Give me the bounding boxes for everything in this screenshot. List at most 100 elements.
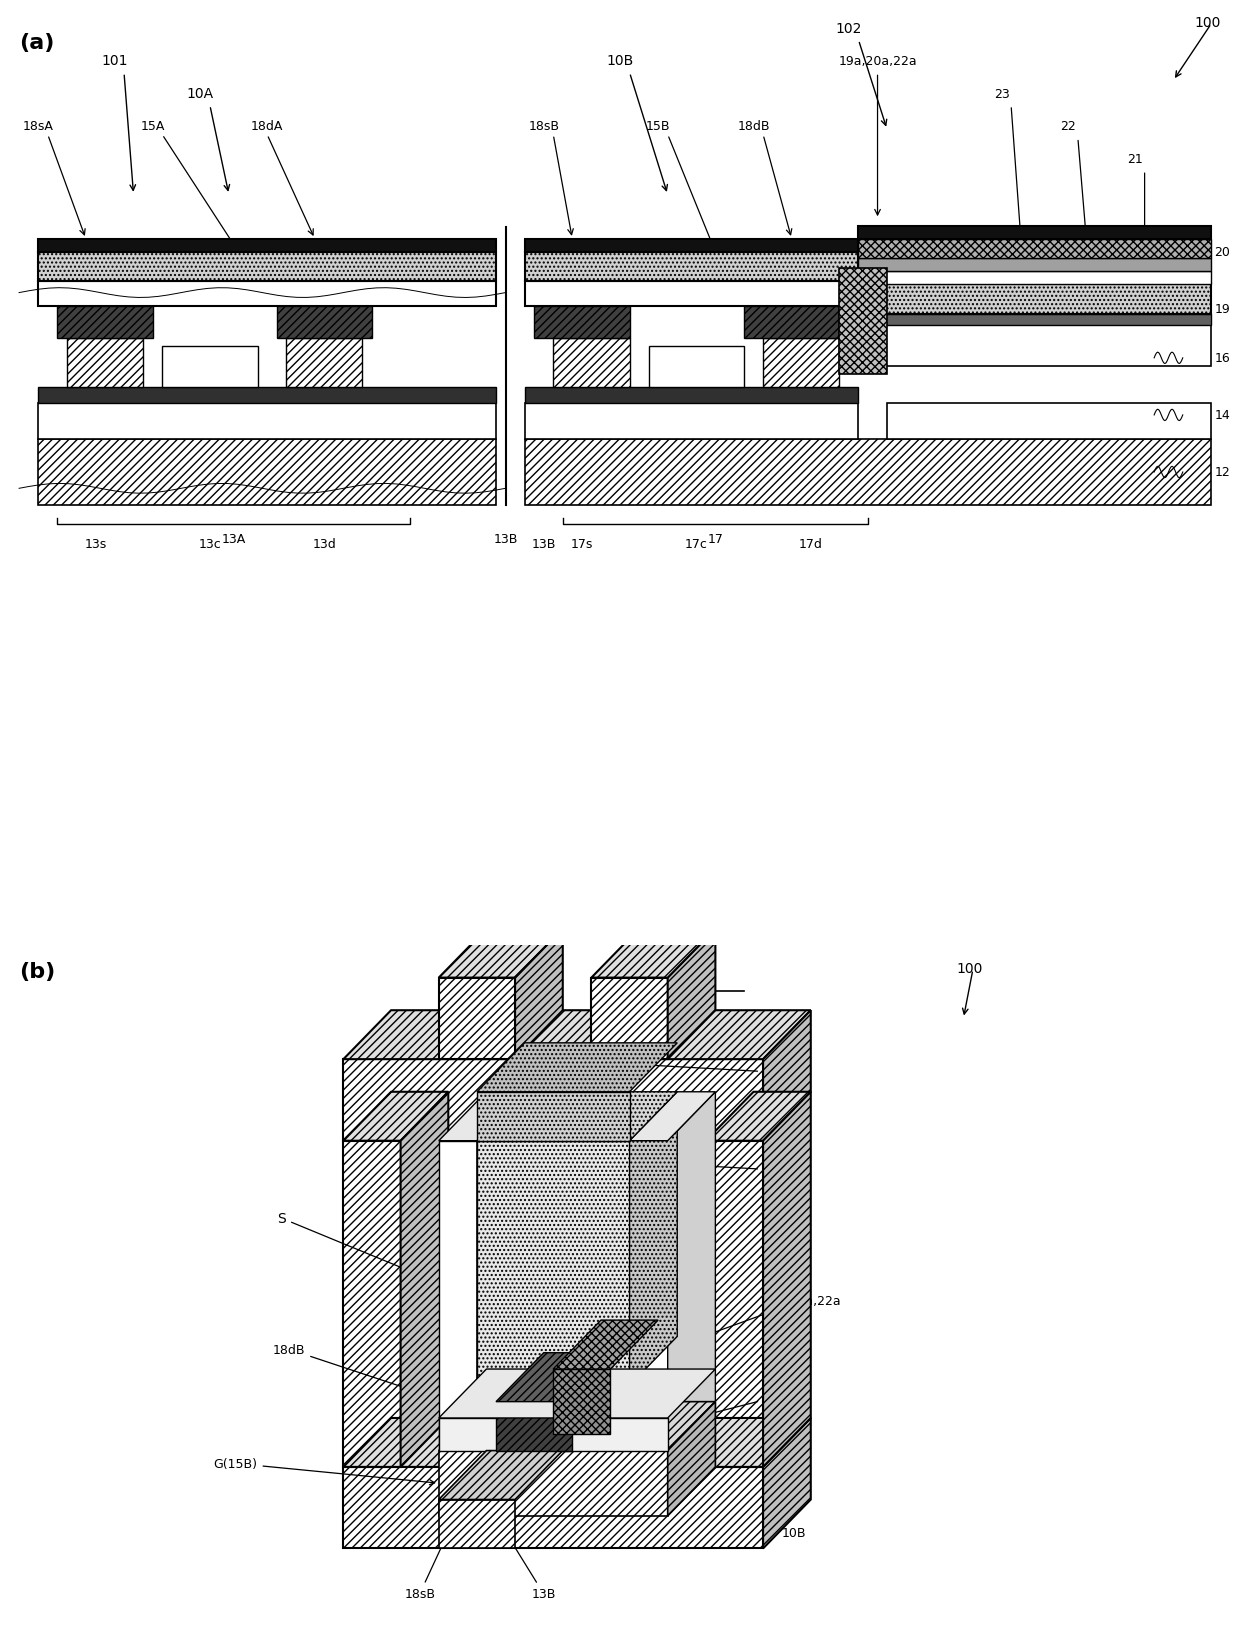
Polygon shape — [343, 1092, 449, 1141]
Text: 16: 16 — [1215, 352, 1230, 365]
Bar — [534, 306, 630, 339]
Text: 21: 21 — [1127, 153, 1143, 166]
Polygon shape — [591, 978, 667, 1060]
Polygon shape — [763, 1418, 811, 1548]
Polygon shape — [667, 1402, 715, 1516]
Polygon shape — [630, 1092, 677, 1386]
Bar — [277, 306, 372, 339]
Text: S: S — [278, 1211, 407, 1270]
Text: (a): (a) — [19, 33, 55, 52]
Text: 23s: 23s — [548, 1156, 785, 1177]
Bar — [57, 306, 153, 339]
Polygon shape — [477, 1141, 630, 1386]
Polygon shape — [515, 929, 563, 1060]
Polygon shape — [496, 1402, 573, 1451]
Text: 17: 17 — [708, 533, 723, 546]
Polygon shape — [591, 929, 715, 978]
Polygon shape — [477, 1043, 677, 1092]
Polygon shape — [630, 1141, 667, 1467]
Bar — [38, 253, 496, 282]
Text: 18sA: 18sA — [22, 121, 53, 134]
Text: 10B: 10B — [782, 1526, 807, 1539]
Text: 12: 12 — [1215, 466, 1230, 479]
Bar — [839, 269, 887, 375]
Bar — [763, 339, 839, 388]
Polygon shape — [630, 1092, 715, 1141]
Bar — [858, 227, 1211, 240]
Polygon shape — [477, 1092, 525, 1467]
Polygon shape — [439, 1141, 477, 1467]
Bar — [858, 315, 1211, 367]
Bar — [553, 339, 630, 388]
Text: 100: 100 — [1194, 16, 1221, 31]
Bar — [858, 315, 1211, 326]
Bar — [525, 440, 1211, 505]
Bar — [858, 240, 1211, 259]
Text: 14: 14 — [1215, 409, 1230, 422]
Bar — [887, 404, 1211, 440]
Bar — [744, 306, 839, 339]
Polygon shape — [343, 1467, 763, 1548]
Polygon shape — [439, 978, 515, 1060]
Bar — [858, 272, 1211, 285]
Text: 10B: 10B — [606, 54, 634, 68]
Polygon shape — [439, 1418, 667, 1451]
Text: 18dB: 18dB — [273, 1343, 492, 1418]
Polygon shape — [439, 1500, 515, 1548]
Text: 17c: 17c — [684, 538, 708, 551]
Text: 13B: 13B — [532, 538, 556, 551]
Text: 13B: 13B — [507, 1535, 556, 1601]
Polygon shape — [496, 1353, 620, 1402]
Text: 23: 23 — [548, 1058, 779, 1079]
Polygon shape — [439, 1092, 525, 1141]
Polygon shape — [401, 1092, 449, 1467]
Text: 20: 20 — [1215, 246, 1230, 259]
Bar — [858, 259, 1211, 272]
Text: 19a,20a,22a: 19a,20a,22a — [838, 55, 916, 68]
Text: 13d: 13d — [312, 538, 336, 551]
Text: (b): (b) — [19, 962, 56, 981]
Bar — [525, 404, 858, 440]
Polygon shape — [477, 1092, 677, 1141]
Bar — [525, 388, 858, 404]
Polygon shape — [439, 1451, 563, 1500]
Text: 17s: 17s — [570, 538, 593, 551]
Bar — [38, 404, 496, 440]
Bar — [858, 285, 1211, 315]
Bar — [38, 240, 496, 253]
Polygon shape — [343, 1060, 763, 1141]
Polygon shape — [667, 1092, 715, 1467]
Text: 15A: 15A — [140, 121, 165, 134]
Text: 19: 19 — [1215, 303, 1230, 316]
Bar — [525, 253, 858, 282]
Text: 22: 22 — [1060, 121, 1076, 134]
Text: 10A: 10A — [187, 86, 213, 101]
Bar — [286, 339, 362, 388]
Text: 17d: 17d — [799, 538, 822, 551]
Text: 19a,20a,22a: 19a,20a,22a — [662, 1294, 842, 1353]
Text: 102: 102 — [667, 970, 694, 985]
Text: 15B: 15B — [646, 121, 671, 134]
Text: 18dB: 18dB — [738, 121, 770, 134]
Bar — [38, 282, 496, 306]
Polygon shape — [553, 1369, 610, 1434]
Polygon shape — [763, 1011, 811, 1141]
Text: G(15B): G(15B) — [213, 1457, 434, 1485]
Polygon shape — [477, 1092, 630, 1141]
Polygon shape — [439, 1369, 715, 1418]
Text: 23: 23 — [993, 88, 1009, 101]
Text: 13A: 13A — [222, 533, 246, 546]
Text: 13s: 13s — [84, 538, 107, 551]
Polygon shape — [439, 1451, 667, 1516]
Bar — [67, 339, 143, 388]
Text: 13c: 13c — [198, 538, 221, 551]
Bar — [525, 240, 858, 253]
Polygon shape — [439, 929, 563, 978]
Polygon shape — [553, 1320, 658, 1369]
Text: 101: 101 — [102, 54, 128, 68]
Text: 18dA: 18dA — [250, 121, 283, 134]
Text: 102: 102 — [836, 21, 862, 36]
Polygon shape — [439, 1402, 715, 1451]
Bar — [38, 388, 496, 404]
Text: 13B: 13B — [494, 533, 518, 546]
